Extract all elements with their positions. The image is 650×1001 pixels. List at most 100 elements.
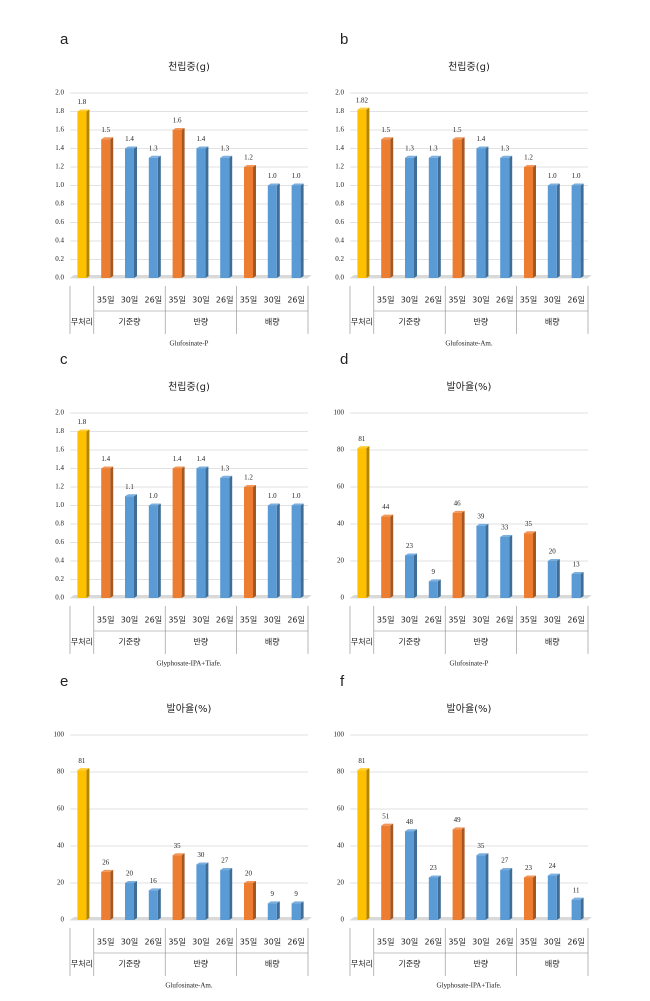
y-tick-label: 0.2 [335,255,344,263]
bar-top [77,429,90,432]
bar [428,877,438,920]
bar [476,855,486,920]
bar [196,148,206,278]
y-tick-label: 0.4 [55,557,64,565]
y-tick-label: 0.6 [55,218,64,226]
bar-top [196,466,209,469]
bar-side [205,466,209,598]
bar-side [366,446,370,598]
x-tick-label: 26일 [287,296,305,305]
bar [291,185,301,278]
bar [291,505,301,598]
bar-top [476,146,489,149]
value-label: 13 [573,561,581,569]
bar [452,139,462,278]
x-tick-label: 35일 [240,938,258,947]
bar-top [172,466,185,469]
bar [428,157,438,278]
x-tick-label: 무처리 [71,638,93,647]
bar [172,130,182,278]
bar-top [547,873,560,876]
x-tick-label: 35일 [448,296,466,305]
bar-side [86,109,90,278]
bar-side [437,579,441,598]
bar-side [485,146,489,278]
y-tick-label: 0.2 [55,575,64,583]
bar-side [229,475,233,598]
x-tick-label: 35일 [448,616,466,625]
x-tick-label: 30일 [121,296,139,305]
panel-label: d [340,351,348,368]
value-label: 1.4 [197,135,206,143]
bar [125,496,134,598]
x-tick-label: 35일 [97,616,115,625]
y-tick-label: 1.2 [55,483,64,491]
value-label: 1.4 [125,135,134,143]
y-tick-label: 40 [57,842,65,850]
value-label: 1.1 [125,483,134,491]
bar-side [509,534,513,598]
bar [381,825,391,920]
x-tick-label: 26일 [145,616,163,625]
bar [220,157,230,278]
bar-top [452,827,465,830]
bar-side [461,137,465,278]
bar [571,573,581,598]
value-label: 35 [525,520,533,528]
y-tick-label: 1.0 [55,181,64,189]
chart-title: 천립중(g) [448,60,490,73]
bar-side [110,869,114,920]
y-tick-label: 80 [337,446,345,454]
bar [125,148,134,278]
bar-side [390,137,394,278]
y-tick-label: 2.0 [55,89,64,97]
value-label: 1.3 [500,144,509,152]
value-label: 1.2 [244,474,253,482]
bar-top [101,466,114,469]
x-axis-title: Glyphosate-IPA+Tiafe. [156,660,221,668]
x-tick-label: 35일 [377,616,395,625]
bar-side [205,146,209,278]
y-tick-label: 1.8 [55,107,64,115]
x-tick-label: 35일 [168,938,186,947]
group-label: 반량 [474,317,489,327]
x-tick-label: 무처리 [71,960,93,969]
y-tick-label: 1.6 [335,126,344,134]
bar-top [77,768,90,771]
x-tick-label: 30일 [121,616,139,625]
x-tick-label: 35일 [168,296,186,305]
bar [357,109,367,279]
bar-side [390,514,394,598]
group-label: 기준량 [398,637,421,647]
value-label: 27 [501,857,509,865]
x-tick-label: 26일 [567,616,585,625]
bar [244,883,253,920]
bar-side [181,853,185,920]
bar [571,899,581,920]
bar-top [547,183,560,186]
x-tick-label: 35일 [377,938,395,947]
chart-title: 발아율(%) [447,381,492,393]
bar-top [524,531,536,534]
bar-top [452,510,465,513]
x-tick-label: 35일 [168,616,186,625]
bar [381,516,391,598]
bar [220,477,230,598]
y-tick-label: 100 [54,731,65,739]
bar-top [267,901,280,904]
bar [77,770,87,920]
value-label: 1.3 [149,144,158,152]
value-label: 1.0 [292,492,301,500]
bar [220,870,230,920]
bar-side [181,466,185,598]
panel-label: f [340,673,345,690]
y-tick-label: 100 [334,731,345,739]
y-tick-label: 0 [341,916,345,924]
bar [476,148,486,278]
bar-side [366,768,370,920]
bar [524,533,533,598]
x-tick-label: 26일 [567,938,585,947]
x-tick-label: 35일 [97,296,115,305]
bar [357,448,367,598]
bar [267,505,277,598]
